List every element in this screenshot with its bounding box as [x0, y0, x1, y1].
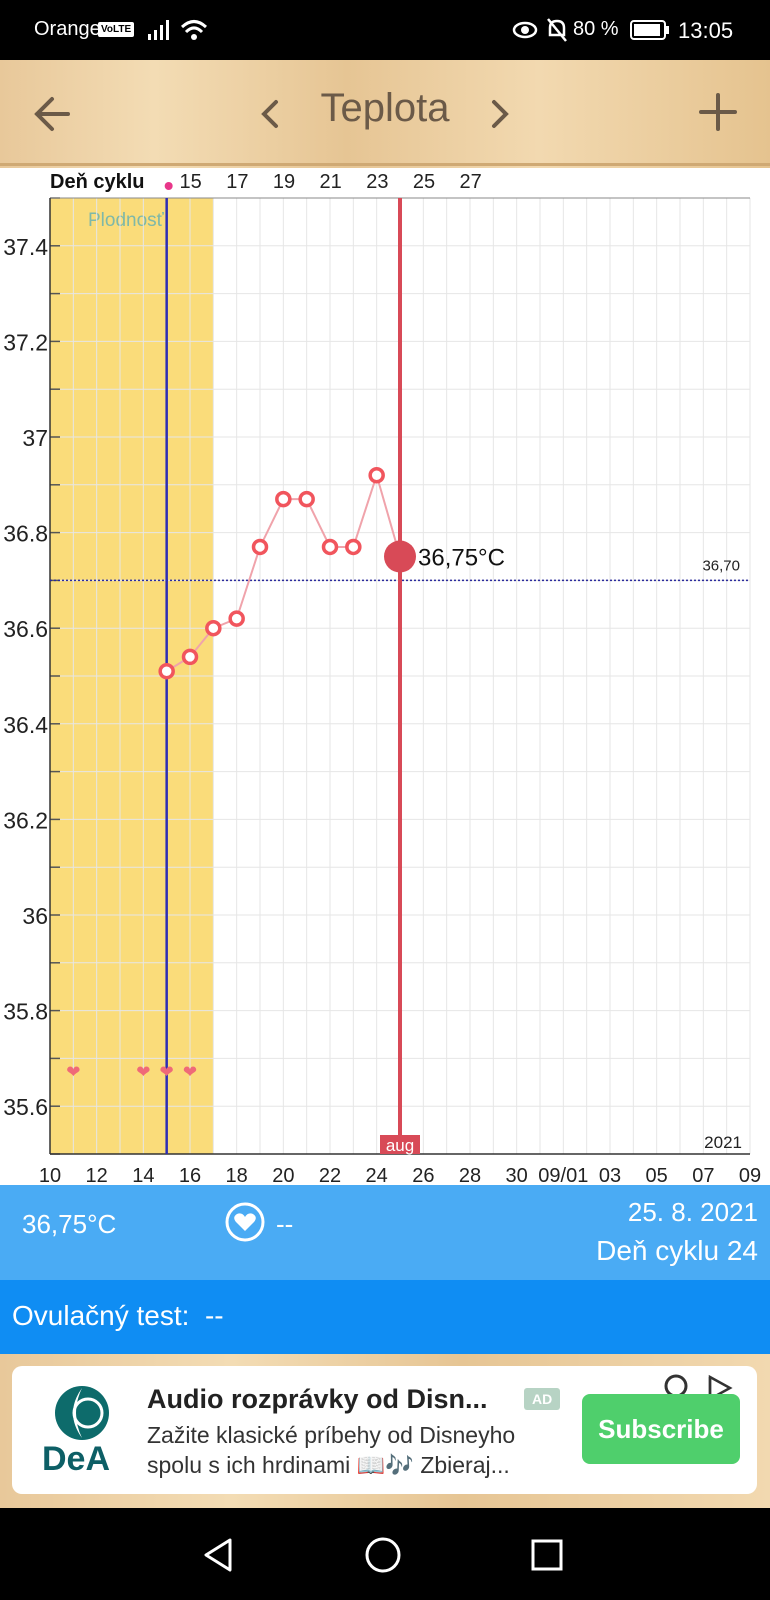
- ad-card[interactable]: DeA Audio rozprávky od Disn... AD Zažite…: [12, 1366, 757, 1494]
- ad-line-1: Zažite klasické príbehy od Disneyho: [147, 1422, 516, 1448]
- x-tick-label: 24: [366, 1165, 388, 1185]
- status-bar: Orange VoLTE 80 % 13:05: [0, 0, 770, 60]
- y-tick-label: 37.2: [3, 329, 48, 355]
- cycle-day-tick: 17: [226, 171, 248, 193]
- y-tick-label: 37.4: [3, 234, 48, 260]
- heart-icon: ❤: [160, 1063, 174, 1083]
- y-tick-label: 35.6: [3, 1094, 48, 1120]
- temperature-point: [298, 490, 315, 508]
- header-divider: [0, 163, 770, 166]
- ovulation-dot-icon: [164, 182, 173, 190]
- subscribe-button[interactable]: Subscribe: [582, 1394, 740, 1464]
- x-tick-label: 09: [739, 1165, 761, 1185]
- cycle-day: Deň cyklu 24: [596, 1235, 758, 1266]
- x-tick-label: 09/01: [538, 1165, 588, 1185]
- y-tick-label: 36.4: [3, 712, 48, 738]
- month-label-bg: [380, 1135, 420, 1154]
- selected-date: 25. 8. 2021: [627, 1197, 758, 1227]
- square-recents-icon[interactable]: [530, 1538, 564, 1572]
- plus-icon[interactable]: [698, 92, 738, 132]
- heart-icon: ❤: [136, 1063, 150, 1083]
- temperature-point: [251, 538, 269, 556]
- ad-title[interactable]: Audio rozprávky od Disn...: [147, 1384, 488, 1414]
- y-tick-label: 35.8: [3, 999, 48, 1025]
- temperature-point: [321, 538, 339, 556]
- arrow-left-icon[interactable]: [32, 94, 72, 134]
- x-tick-label: 26: [412, 1165, 434, 1185]
- temperature-point: [368, 466, 385, 484]
- battery-percent: 80 %: [573, 18, 619, 40]
- x-tick-label: 28: [459, 1165, 481, 1185]
- heart-value: --: [276, 1209, 294, 1239]
- heart-icon: ❤: [66, 1063, 80, 1083]
- dea-logo-icon: [55, 1386, 109, 1440]
- y-tick-label: 36.6: [3, 616, 48, 642]
- coverline-label: 36,70: [702, 557, 740, 574]
- x-tick-label: 03: [599, 1165, 621, 1185]
- x-tick-label: 12: [86, 1165, 108, 1185]
- year-label: 2021: [704, 1133, 742, 1152]
- eye-comfort-icon: [512, 21, 538, 39]
- heart-icon: ❤: [183, 1063, 197, 1083]
- temperature-point: [158, 662, 175, 680]
- temperature-point: [181, 648, 199, 666]
- y-tick-label: 36: [22, 903, 48, 929]
- temperature-point: [228, 610, 245, 627]
- x-tick-label: 14: [132, 1165, 154, 1185]
- volte-badge: VoLTE: [98, 22, 135, 37]
- x-tick-label: 18: [226, 1165, 248, 1185]
- app-header: Teplota: [0, 60, 770, 168]
- battery-icon: [630, 20, 669, 40]
- clock: 13:05: [678, 18, 734, 43]
- y-tick-label: 36.8: [3, 521, 48, 547]
- triangle-back-icon[interactable]: [200, 1536, 236, 1574]
- page-title: Teplota: [320, 86, 450, 130]
- carrier-name: Orange: [34, 18, 101, 40]
- chevron-left-icon[interactable]: [258, 98, 282, 130]
- selected-point-label: 36,75°C: [418, 545, 505, 572]
- x-tick-label: 20: [272, 1165, 294, 1185]
- ad-brand: DeA: [42, 1440, 111, 1478]
- ad-area: DeA Audio rozprávky od Disn... AD Zažite…: [0, 1354, 770, 1508]
- heart-circle-icon[interactable]: [224, 1201, 266, 1243]
- y-tick-label: 37: [22, 425, 48, 451]
- x-tick-label: 05: [646, 1165, 668, 1185]
- temperature-point: [205, 619, 222, 637]
- ad-badge: AD: [524, 1388, 561, 1410]
- cycle-day-tick: 19: [273, 171, 295, 193]
- ad-line-2: spolu s ich hrdinami 📖🎶 Zbieraj...: [147, 1452, 510, 1478]
- x-tick-label: 16: [179, 1165, 201, 1185]
- cycle-day-tick: 23: [366, 171, 388, 193]
- x-tick-label: 10: [39, 1165, 61, 1185]
- chart-svg[interactable]: Plodnosť 37.4 37.2 37 36.8 36.6 36.4 36.2 36 35.8…: [0, 168, 770, 1187]
- cycle-day-tick: 21: [320, 171, 342, 193]
- ovulation-test-row[interactable]: Ovulačný test: --: [0, 1280, 770, 1354]
- x-tick-label: 30: [506, 1165, 528, 1185]
- month-label: aug: [386, 1136, 414, 1155]
- temperature-point: [275, 490, 292, 508]
- signal-icon: [148, 20, 169, 40]
- selected-point: [384, 540, 416, 573]
- cycle-day-tick: 25: [413, 171, 435, 193]
- cycle-day-tick: 15: [180, 171, 202, 193]
- circle-home-icon[interactable]: [364, 1536, 402, 1574]
- fertile-window-label: Plodnosť: [88, 210, 165, 231]
- y-tick-label: 36.2: [3, 807, 48, 833]
- temperature-chart[interactable]: Plodnosť 37.4 37.2 37 36.8 36.6 36.4 36.2 36 35.8…: [0, 168, 770, 1187]
- selected-temperature: 36,75°C: [22, 1209, 117, 1239]
- x-tick-label: 22: [319, 1165, 341, 1185]
- bell-off-icon: [547, 18, 567, 42]
- chevron-right-icon[interactable]: [488, 98, 512, 130]
- temperature-point: [345, 538, 362, 556]
- system-navbar: [0, 1508, 770, 1600]
- cycle-day-tick: 27: [460, 171, 482, 193]
- cycle-day-axis-label: Deň cyklu: [50, 171, 144, 193]
- x-tick-label: 07: [692, 1165, 714, 1185]
- day-summary[interactable]: 36,75°C -- 25. 8. 2021 Deň cyklu 24: [0, 1185, 770, 1280]
- wifi-icon: [180, 20, 208, 40]
- ovulation-test-label: Ovulačný test: --: [12, 1300, 224, 1331]
